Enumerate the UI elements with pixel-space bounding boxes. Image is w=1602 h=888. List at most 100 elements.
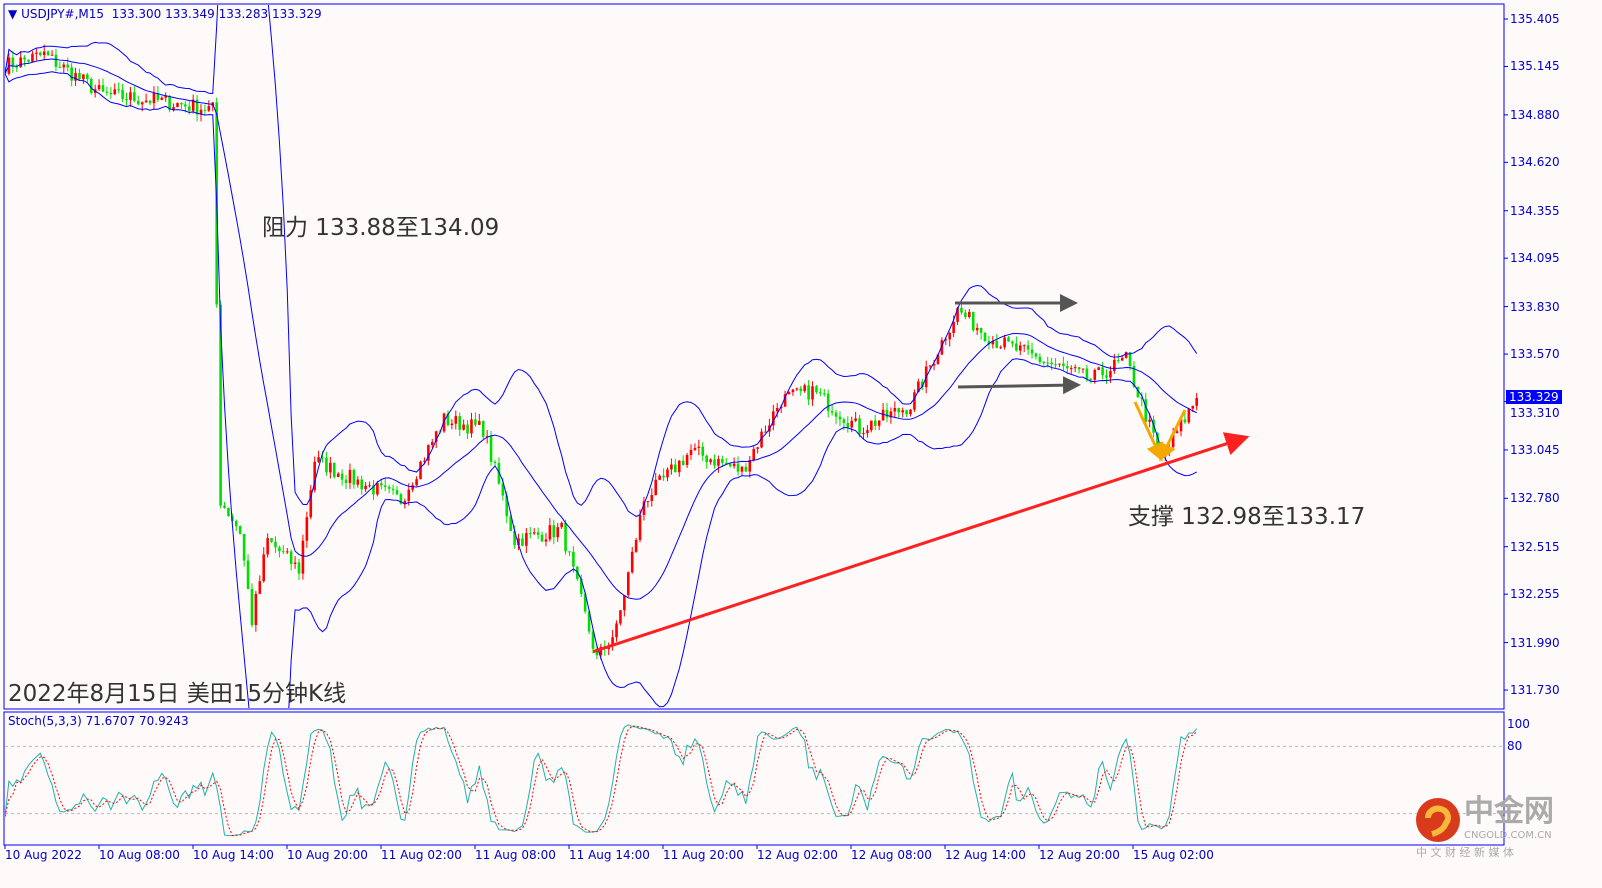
candle-body: [1124, 352, 1128, 358]
candle-body: [493, 461, 497, 464]
candle-body: [270, 538, 273, 542]
candle-body: [1097, 367, 1100, 370]
candle: [815, 384, 818, 395]
candle: [481, 420, 485, 440]
candle: [164, 92, 168, 102]
candle: [889, 407, 893, 424]
candle: [662, 468, 665, 481]
candle: [23, 55, 26, 67]
candle-body: [446, 413, 450, 426]
candle: [626, 571, 630, 597]
candle-body: [944, 339, 948, 341]
candle: [466, 419, 469, 439]
candle: [674, 458, 677, 473]
candle-body: [140, 102, 144, 105]
x-tick-label: 10 Aug 2022: [5, 848, 82, 862]
candle-body: [681, 460, 685, 466]
candle-body: [1195, 397, 1198, 406]
candle: [348, 463, 352, 489]
candle-body: [587, 611, 591, 632]
candle: [1136, 386, 1140, 398]
candle: [234, 519, 238, 531]
candle-body: [364, 485, 367, 490]
candle: [199, 104, 203, 122]
candle: [38, 51, 42, 57]
candle-body: [462, 424, 465, 430]
y-tick-label: 134.620: [1510, 155, 1560, 170]
candle-body: [176, 102, 179, 108]
support-trendline: [592, 432, 1250, 654]
candle: [1101, 361, 1104, 380]
candle: [1183, 412, 1187, 424]
candle: [948, 331, 952, 347]
candle: [509, 514, 512, 532]
candle-body: [658, 475, 661, 480]
candle-body: [180, 102, 183, 105]
candle: [630, 546, 634, 574]
candle: [325, 451, 328, 476]
candle: [152, 86, 156, 110]
symbol-label: USDJPY#,M15: [21, 7, 105, 21]
candle-body: [654, 479, 658, 496]
candle: [642, 496, 646, 521]
candle: [517, 533, 520, 551]
candle: [227, 507, 230, 517]
candle-body: [313, 461, 316, 491]
candle-body: [677, 460, 681, 473]
candle-body: [932, 363, 936, 366]
candle: [854, 411, 857, 423]
candle-body: [560, 522, 563, 528]
candle-body: [858, 418, 861, 434]
candle-body: [317, 457, 320, 462]
candle: [1015, 336, 1018, 352]
candle-body: [846, 422, 850, 428]
candle: [826, 389, 830, 418]
candle: [583, 591, 587, 614]
candle-body: [866, 430, 869, 434]
candle: [775, 403, 779, 418]
candle: [525, 527, 528, 554]
candle: [15, 64, 19, 73]
candle: [623, 594, 626, 617]
candle: [101, 78, 105, 93]
candle-body: [427, 445, 430, 461]
watermark-slogan: 中 文 财 经 新 媒 体: [1416, 846, 1514, 859]
collapse-triangle-icon[interactable]: ▼: [8, 7, 18, 21]
candle: [246, 554, 250, 590]
candle: [254, 590, 258, 632]
candle-body: [975, 327, 979, 331]
candle: [78, 68, 81, 80]
x-tick-label: 12 Aug 02:00: [757, 848, 838, 862]
candle-body: [638, 514, 642, 540]
candle-body: [109, 92, 113, 95]
candle: [70, 63, 73, 87]
candle-body: [713, 459, 716, 466]
candle: [462, 419, 465, 431]
candle-body: [991, 340, 995, 345]
resistance-label: 阻力 133.88至134.09: [262, 215, 500, 241]
candle-body: [199, 109, 203, 115]
candle: [528, 526, 532, 539]
candle-body: [376, 483, 379, 495]
candle: [670, 458, 673, 475]
candle-body: [1101, 367, 1104, 376]
candle-body: [1167, 447, 1171, 453]
candle: [870, 420, 873, 433]
candle-body: [293, 562, 297, 564]
candle-body: [1026, 345, 1030, 350]
candle-body: [971, 311, 975, 331]
candle-body: [391, 488, 395, 491]
candle: [560, 521, 563, 529]
candle-body: [340, 473, 344, 480]
candle: [862, 427, 865, 440]
candle: [579, 574, 583, 598]
candle-body: [826, 393, 830, 411]
candle: [654, 472, 658, 496]
candle-body: [811, 386, 814, 400]
candle-body: [583, 593, 587, 612]
candle-body: [262, 554, 266, 582]
candle: [544, 533, 548, 547]
candle-body: [89, 79, 93, 93]
candle: [1066, 360, 1069, 375]
candle: [913, 389, 916, 412]
